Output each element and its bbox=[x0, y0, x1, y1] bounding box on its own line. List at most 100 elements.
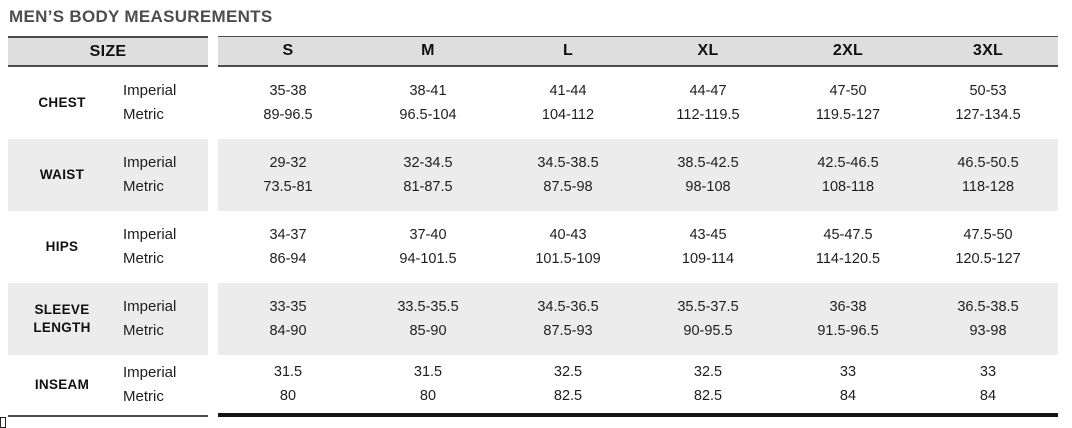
metric-value: 90-95.5 bbox=[683, 323, 733, 339]
measurement-cell: 31.5 80 bbox=[218, 355, 358, 417]
column-gutter bbox=[208, 283, 218, 355]
metric-value: 82.5 bbox=[693, 388, 723, 404]
measurement-cell: 37-40 94-101.5 bbox=[358, 211, 498, 283]
metric-value: 82.5 bbox=[553, 388, 583, 404]
imperial-value: 36-38 bbox=[829, 299, 867, 315]
imperial-value: 40-43 bbox=[549, 227, 587, 243]
unit-labels: Imperial Metric bbox=[116, 283, 208, 355]
row-label: HIPS bbox=[45, 239, 79, 255]
row-label: WAIST bbox=[8, 139, 116, 211]
table-header-row: SIZE S M L XL 2XL 3XL bbox=[8, 36, 1058, 67]
table-row-hips: HIPS Imperial Metric 34-37 86-94 37-40 9… bbox=[8, 211, 1058, 283]
unit-label-metric: Metric bbox=[123, 322, 164, 339]
measurement-cell: 33-35 84-90 bbox=[218, 283, 358, 355]
imperial-value: 42.5-46.5 bbox=[817, 155, 879, 171]
column-header-3xl: 3XL bbox=[918, 36, 1058, 67]
column-header-s: S bbox=[218, 36, 358, 67]
table-row-sleeve-length: SLEEVE LENGTH Imperial Metric 33-35 84-9… bbox=[8, 283, 1058, 355]
measurement-cell: 32-34.5 81-87.5 bbox=[358, 139, 498, 211]
metric-value: 87.5-98 bbox=[543, 179, 593, 195]
measurement-cell: 36-38 91.5-96.5 bbox=[778, 283, 918, 355]
measurement-cell: 42.5-46.5 108-118 bbox=[778, 139, 918, 211]
table-row-waist: WAIST Imperial Metric 29-32 73.5-81 32-3… bbox=[8, 139, 1058, 211]
column-header-l: L bbox=[498, 36, 638, 67]
metric-value: 80 bbox=[419, 388, 437, 404]
imperial-value: 29-32 bbox=[269, 155, 307, 171]
imperial-value: 32.5 bbox=[693, 364, 723, 380]
measurement-cell: 33 84 bbox=[778, 355, 918, 417]
measurement-cell: 47-50 119.5-127 bbox=[778, 67, 918, 139]
column-gutter bbox=[208, 355, 218, 417]
metric-value: 87.5-93 bbox=[543, 323, 593, 339]
metric-value: 109-114 bbox=[681, 251, 735, 267]
imperial-value: 38-41 bbox=[409, 83, 447, 99]
unit-label-metric: Metric bbox=[123, 106, 164, 123]
table-row-chest: CHEST Imperial Metric 35-38 89-96.5 38-4… bbox=[8, 67, 1058, 139]
measurement-cell: 43-45 109-114 bbox=[638, 211, 778, 283]
measurement-cell: 45-47.5 114-120.5 bbox=[778, 211, 918, 283]
unit-label-imperial: Imperial bbox=[123, 364, 177, 381]
row-label: SLEEVE LENGTH bbox=[8, 283, 116, 355]
imperial-value: 47-50 bbox=[829, 83, 867, 99]
imperial-value: 33.5-35.5 bbox=[397, 299, 459, 315]
metric-value: 94-101.5 bbox=[399, 251, 457, 267]
column-header-xl: XL bbox=[638, 36, 778, 67]
unit-label-imperial: Imperial bbox=[123, 154, 177, 171]
column-gutter bbox=[208, 211, 218, 283]
metric-value: 104-112 bbox=[541, 107, 595, 123]
measurement-cell: 33.5-35.5 85-90 bbox=[358, 283, 498, 355]
measurement-cell: 50-53 127-134.5 bbox=[918, 67, 1058, 139]
metric-value: 112-119.5 bbox=[676, 107, 740, 123]
unit-label-imperial: Imperial bbox=[123, 226, 177, 243]
imperial-value: 34-37 bbox=[269, 227, 307, 243]
imperial-value: 32-34.5 bbox=[403, 155, 453, 171]
metric-value: 81-87.5 bbox=[403, 179, 453, 195]
imperial-value: 38.5-42.5 bbox=[677, 155, 739, 171]
measurement-cell: 47.5-50 120.5-127 bbox=[918, 211, 1058, 283]
imperial-value: 46.5-50.5 bbox=[957, 155, 1019, 171]
imperial-value: 34.5-38.5 bbox=[537, 155, 599, 171]
measurement-cell: 29-32 73.5-81 bbox=[218, 139, 358, 211]
column-gutter bbox=[208, 36, 218, 67]
column-header-m: M bbox=[358, 36, 498, 67]
measurement-cell: 46.5-50.5 118-128 bbox=[918, 139, 1058, 211]
imperial-value: 47.5-50 bbox=[963, 227, 1013, 243]
column-gutter bbox=[208, 139, 218, 211]
measurement-cell: 34.5-36.5 87.5-93 bbox=[498, 283, 638, 355]
measurements-table: SIZE S M L XL 2XL 3XL CHEST Imperial Met… bbox=[8, 36, 1058, 417]
metric-value: 84-90 bbox=[269, 323, 307, 339]
measurement-cell: 44-47 112-119.5 bbox=[638, 67, 778, 139]
measurement-cell: 35-38 89-96.5 bbox=[218, 67, 358, 139]
measurement-cell: 36.5-38.5 93-98 bbox=[918, 283, 1058, 355]
table-row-inseam: INSEAM Imperial Metric 31.5 80 31.5 80 3… bbox=[8, 355, 1058, 417]
unit-label-metric: Metric bbox=[123, 250, 164, 267]
row-label: CHEST bbox=[38, 95, 86, 111]
metric-value: 108-118 bbox=[821, 179, 875, 195]
measurement-cell: 34-37 86-94 bbox=[218, 211, 358, 283]
imperial-value: 35-38 bbox=[269, 83, 307, 99]
metric-value: 119.5-127 bbox=[815, 107, 881, 123]
unit-label-imperial: Imperial bbox=[123, 298, 177, 315]
size-column-header: SIZE bbox=[8, 36, 208, 67]
metric-value: 114-120.5 bbox=[815, 251, 881, 267]
measurement-cell: 32.5 82.5 bbox=[498, 355, 638, 417]
metric-value: 93-98 bbox=[969, 323, 1007, 339]
imperial-value: 41-44 bbox=[549, 83, 587, 99]
measurement-cell: 33 84 bbox=[918, 355, 1058, 417]
metric-value: 89-96.5 bbox=[263, 107, 313, 123]
imperial-value: 33 bbox=[839, 364, 857, 380]
imperial-value: 33-35 bbox=[269, 299, 307, 315]
metric-value: 118-128 bbox=[961, 179, 1015, 195]
metric-value: 85-90 bbox=[409, 323, 447, 339]
unit-label-imperial: Imperial bbox=[123, 82, 177, 99]
metric-value: 127-134.5 bbox=[955, 107, 1021, 123]
imperial-value: 43-45 bbox=[689, 227, 727, 243]
page-title: MEN’S BODY MEASUREMENTS bbox=[9, 7, 273, 26]
row-label: INSEAM bbox=[8, 355, 116, 417]
measurement-cell: 40-43 101.5-109 bbox=[498, 211, 638, 283]
imperial-value: 33 bbox=[979, 364, 997, 380]
metric-value: 86-94 bbox=[269, 251, 307, 267]
unit-labels: Imperial Metric bbox=[116, 211, 208, 283]
measurement-cell: 31.5 80 bbox=[358, 355, 498, 417]
unit-label-metric: Metric bbox=[123, 178, 164, 195]
